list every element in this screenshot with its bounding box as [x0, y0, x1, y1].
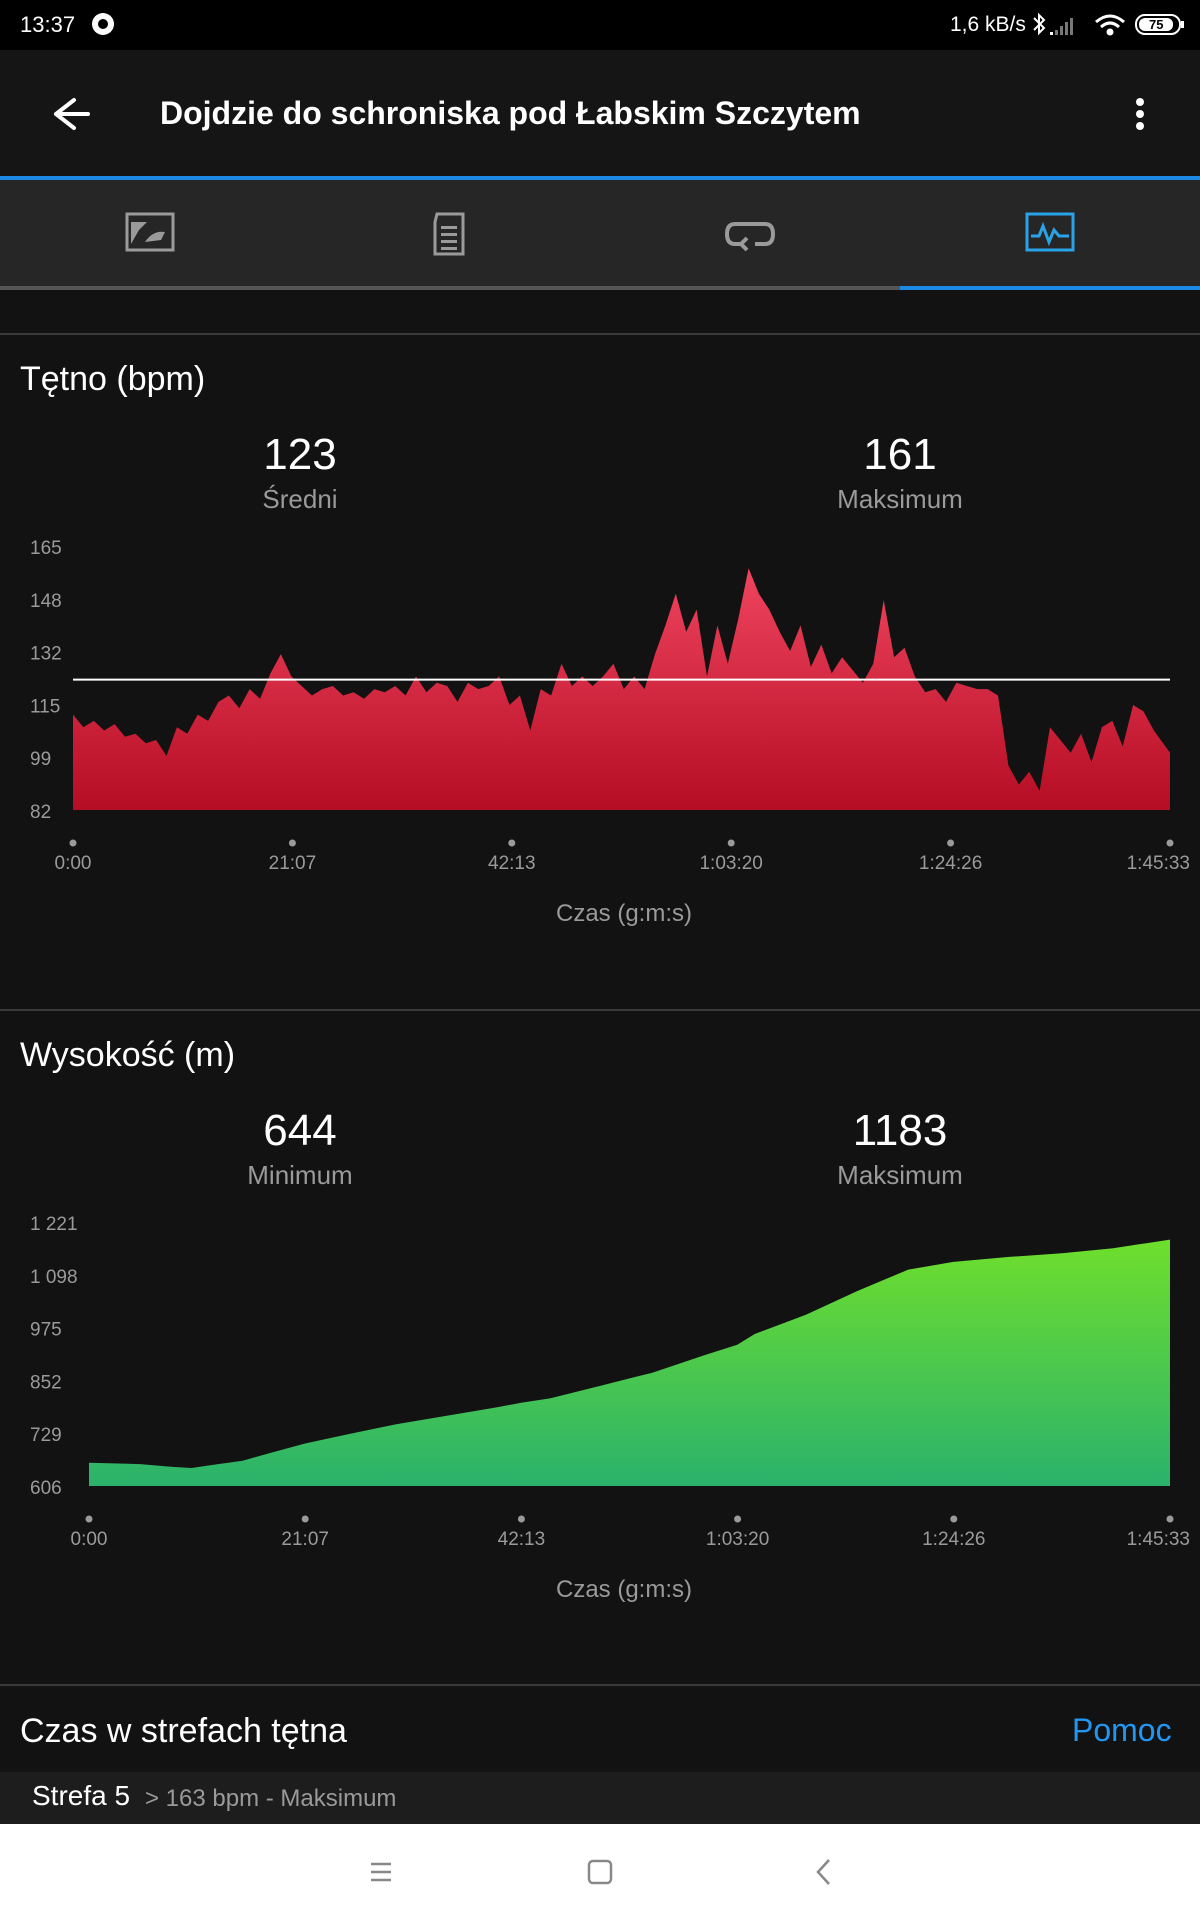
zones-title: Czas w strefach tętna [20, 1712, 347, 1750]
more-vert-icon[interactable] [1120, 86, 1160, 142]
back-icon[interactable] [800, 1848, 848, 1896]
elev-max-value: 1183 [852, 1106, 948, 1155]
x-tick-dot [734, 1515, 742, 1523]
bluetooth-icon [1033, 12, 1046, 36]
hr-avg-label: Średni [262, 484, 338, 514]
zone-name: Strefa 5 [32, 1780, 131, 1811]
y-tick-label: 1 098 [30, 1267, 78, 1288]
page-title: Dojdzie do schroniska pod Łabskim Szczyt… [160, 95, 861, 131]
x-axis-title: Czas (g:m:s) [556, 1576, 692, 1603]
y-tick-label: 115 [30, 696, 60, 717]
elev-min-value: 644 [263, 1106, 337, 1155]
y-tick-label: 132 [30, 644, 62, 665]
x-tick-dot [950, 1515, 958, 1523]
app-bar-accent [0, 176, 1200, 180]
battery-level: 75 [1149, 17, 1163, 32]
y-tick-label: 852 [30, 1372, 62, 1393]
app-bar: Dojdzie do schroniska pod Łabskim Szczyt… [0, 50, 1200, 178]
y-tick-label: 148 [30, 591, 62, 612]
y-tick-label: 729 [30, 1425, 62, 1446]
x-tick-dot [1166, 839, 1174, 847]
x-tick-label: 1:24:26 [919, 853, 982, 874]
x-tick-dot [85, 1515, 93, 1523]
x-tick-label: 21:07 [281, 1529, 329, 1550]
x-tick-dot [288, 839, 296, 847]
signal-icon [1050, 18, 1073, 35]
y-tick-label: 99 [30, 749, 51, 770]
x-tick-label: 1:03:20 [699, 853, 762, 874]
x-tick-label: 0:00 [55, 853, 92, 874]
status-time: 13:37 [20, 12, 76, 37]
series-area [73, 568, 1170, 810]
y-tick-label: 82 [30, 802, 51, 823]
y-tick-label: 975 [30, 1320, 62, 1341]
x-tick-label: 1:45:33 [1127, 853, 1190, 874]
laps-icon [725, 222, 775, 252]
x-tick-label: 1:03:20 [706, 1529, 769, 1550]
y-tick-label: 165 [30, 538, 62, 559]
tab-map[interactable] [0, 180, 300, 286]
details-icon [433, 212, 465, 256]
zone-row[interactable]: Strefa 5 > 163 bpm - Maksimum [0, 1772, 1200, 1824]
tab-indicator [900, 286, 1200, 290]
x-tick-label: 42:13 [498, 1529, 546, 1550]
divider [0, 1009, 1200, 1011]
zone-range: > 163 bpm - Maksimum [145, 1785, 397, 1812]
x-tick-dot [947, 839, 955, 847]
tab-charts[interactable] [900, 180, 1200, 286]
heart-rate-chart: 165 148 132 115 99 82 0:00 21:07 42:13 1:03:20 1:2… [0, 530, 1200, 950]
tab-laps[interactable] [600, 180, 900, 286]
elev-max-label: Maksimum [837, 1160, 963, 1190]
help-link[interactable]: Pomoc [1072, 1712, 1172, 1748]
map-icon [125, 212, 175, 252]
battery-icon [1135, 14, 1184, 35]
heart-rate-title: Tętno (bpm) [20, 360, 206, 398]
x-tick-dot [508, 839, 516, 847]
tab-details[interactable] [300, 180, 600, 286]
chart-svg: 1 221 1 098 975 852 729 606 0:00 21:07 42:13 1:03… [30, 1214, 1190, 1603]
y-tick-label: 1 221 [30, 1214, 78, 1235]
x-tick-label: 21:07 [269, 853, 317, 874]
x-tick-label: 1:45:33 [1127, 1529, 1190, 1550]
tab-bar [0, 180, 1200, 290]
home-icon[interactable] [576, 1848, 624, 1896]
nav-bar [0, 1824, 1200, 1920]
divider [0, 333, 1200, 335]
x-tick-dot [301, 1515, 309, 1523]
y-tick-label: 606 [30, 1478, 62, 1499]
status-bar: 13:37 1,6 kB/s 75 [0, 0, 1200, 50]
elevation-title: Wysokość (m) [20, 1036, 236, 1074]
status-icons: 75 [1033, 12, 1184, 36]
wifi-icon [1095, 14, 1125, 36]
x-tick-dot [517, 1515, 525, 1523]
chart-svg: 165 148 132 115 99 82 0:00 21:07 42:13 1:03:20 1:2… [30, 538, 1190, 927]
x-tick-dot [1166, 1515, 1174, 1523]
charts-icon [1025, 212, 1075, 252]
x-tick-label: 1:24:26 [922, 1529, 985, 1550]
tab-track [0, 286, 1200, 290]
elev-min-label: Minimum [247, 1160, 353, 1190]
hr-max-label: Maksimum [837, 484, 963, 514]
network-speed: 1,6 kB/s [950, 13, 1026, 36]
arrow-left-icon[interactable] [40, 86, 100, 142]
soccer-ball-icon [92, 13, 114, 35]
menu-icon[interactable] [357, 1848, 405, 1896]
x-tick-dot [727, 839, 735, 847]
series-area [89, 1239, 1170, 1486]
x-tick-label: 0:00 [71, 1529, 108, 1550]
x-tick-label: 42:13 [488, 853, 536, 874]
hr-max-value: 161 [863, 430, 937, 479]
x-axis-title: Czas (g:m:s) [556, 900, 692, 927]
elevation-chart: 1 221 1 098 975 852 729 606 0:00 21:07 42:13 1:03… [0, 1206, 1200, 1626]
x-tick-dot [69, 839, 77, 847]
hr-avg-value: 123 [263, 430, 337, 479]
divider [0, 1684, 1200, 1686]
